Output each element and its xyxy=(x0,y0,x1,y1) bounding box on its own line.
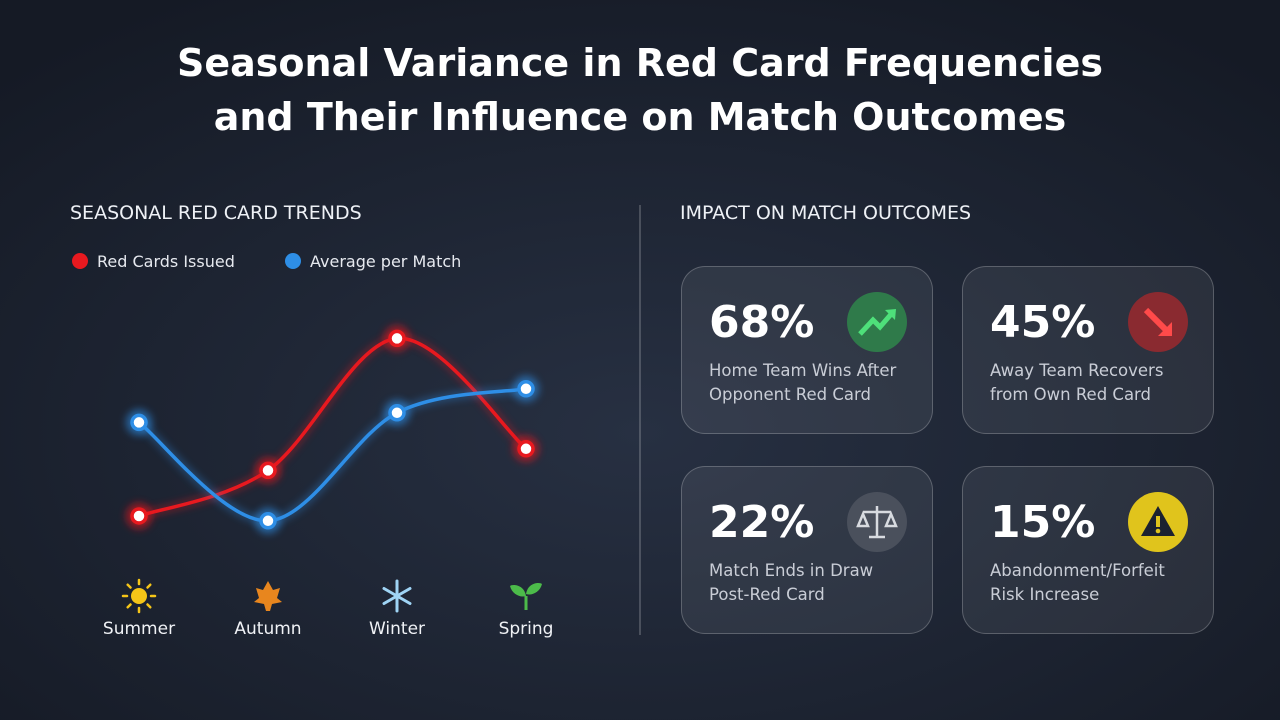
x-tick-label: Autumn xyxy=(234,619,301,639)
sun-icon xyxy=(121,578,157,614)
stat-label: Abandonment/Forfeit Risk Increase xyxy=(990,561,1165,604)
legend-label: Red Cards Issued xyxy=(97,252,235,271)
data-point xyxy=(388,404,406,422)
x-tick-label: Summer xyxy=(103,619,175,639)
stat-label: Home Team Wins After Opponent Red Card xyxy=(709,361,897,404)
stat-value: 15% xyxy=(990,497,1096,548)
stat-card: 22% Match Ends in Draw Post-Red Card xyxy=(681,466,933,634)
snow-icon xyxy=(382,579,412,613)
series-line xyxy=(137,387,527,523)
title-line: and Their Influence on Match Outcomes xyxy=(214,95,1067,139)
data-point xyxy=(517,440,535,458)
data-point xyxy=(517,380,535,398)
legend-swatch xyxy=(285,253,301,269)
data-point xyxy=(259,512,277,530)
legend-swatch xyxy=(72,253,88,269)
x-tick-label: Winter xyxy=(369,619,425,639)
section-title: IMPACT ON MATCH OUTCOMES xyxy=(680,202,971,224)
series-line xyxy=(138,336,528,518)
stat-label: Away Team Recovers from Own Red Card xyxy=(990,361,1164,404)
section-title: SEASONAL RED CARD TRENDS xyxy=(70,202,362,224)
sprout-icon xyxy=(510,583,542,610)
stat-value: 68% xyxy=(709,297,815,348)
stat-icon xyxy=(847,492,907,552)
x-tick-label: Spring xyxy=(499,619,554,639)
data-point xyxy=(130,507,148,525)
stat-icon xyxy=(847,292,907,352)
chart-title: Seasonal Variance in Red Card Frequencie… xyxy=(177,41,1103,139)
title-line: Seasonal Variance in Red Card Frequencie… xyxy=(177,41,1103,85)
stat-label: Match Ends in Draw Post-Red Card xyxy=(709,561,874,604)
data-point xyxy=(130,413,148,432)
data-point xyxy=(259,461,277,480)
stat-card: 68% Home Team Wins After Opponent Red Car… xyxy=(681,266,933,434)
leaf-icon xyxy=(254,581,282,611)
legend-label: Average per Match xyxy=(310,252,461,271)
stat-icon xyxy=(1128,492,1188,552)
stat-value: 22% xyxy=(709,497,815,548)
stat-card: 45% Away Team Recovers from Own Red Card xyxy=(962,266,1214,434)
stat-value: 45% xyxy=(990,297,1096,348)
stat-icon xyxy=(1128,292,1188,352)
stat-card: 15% Abandonment/Forfeit Risk Increase xyxy=(962,466,1214,634)
data-point xyxy=(388,329,406,348)
plot: Red Cards Issued Average per Match Summer A… xyxy=(72,252,553,639)
